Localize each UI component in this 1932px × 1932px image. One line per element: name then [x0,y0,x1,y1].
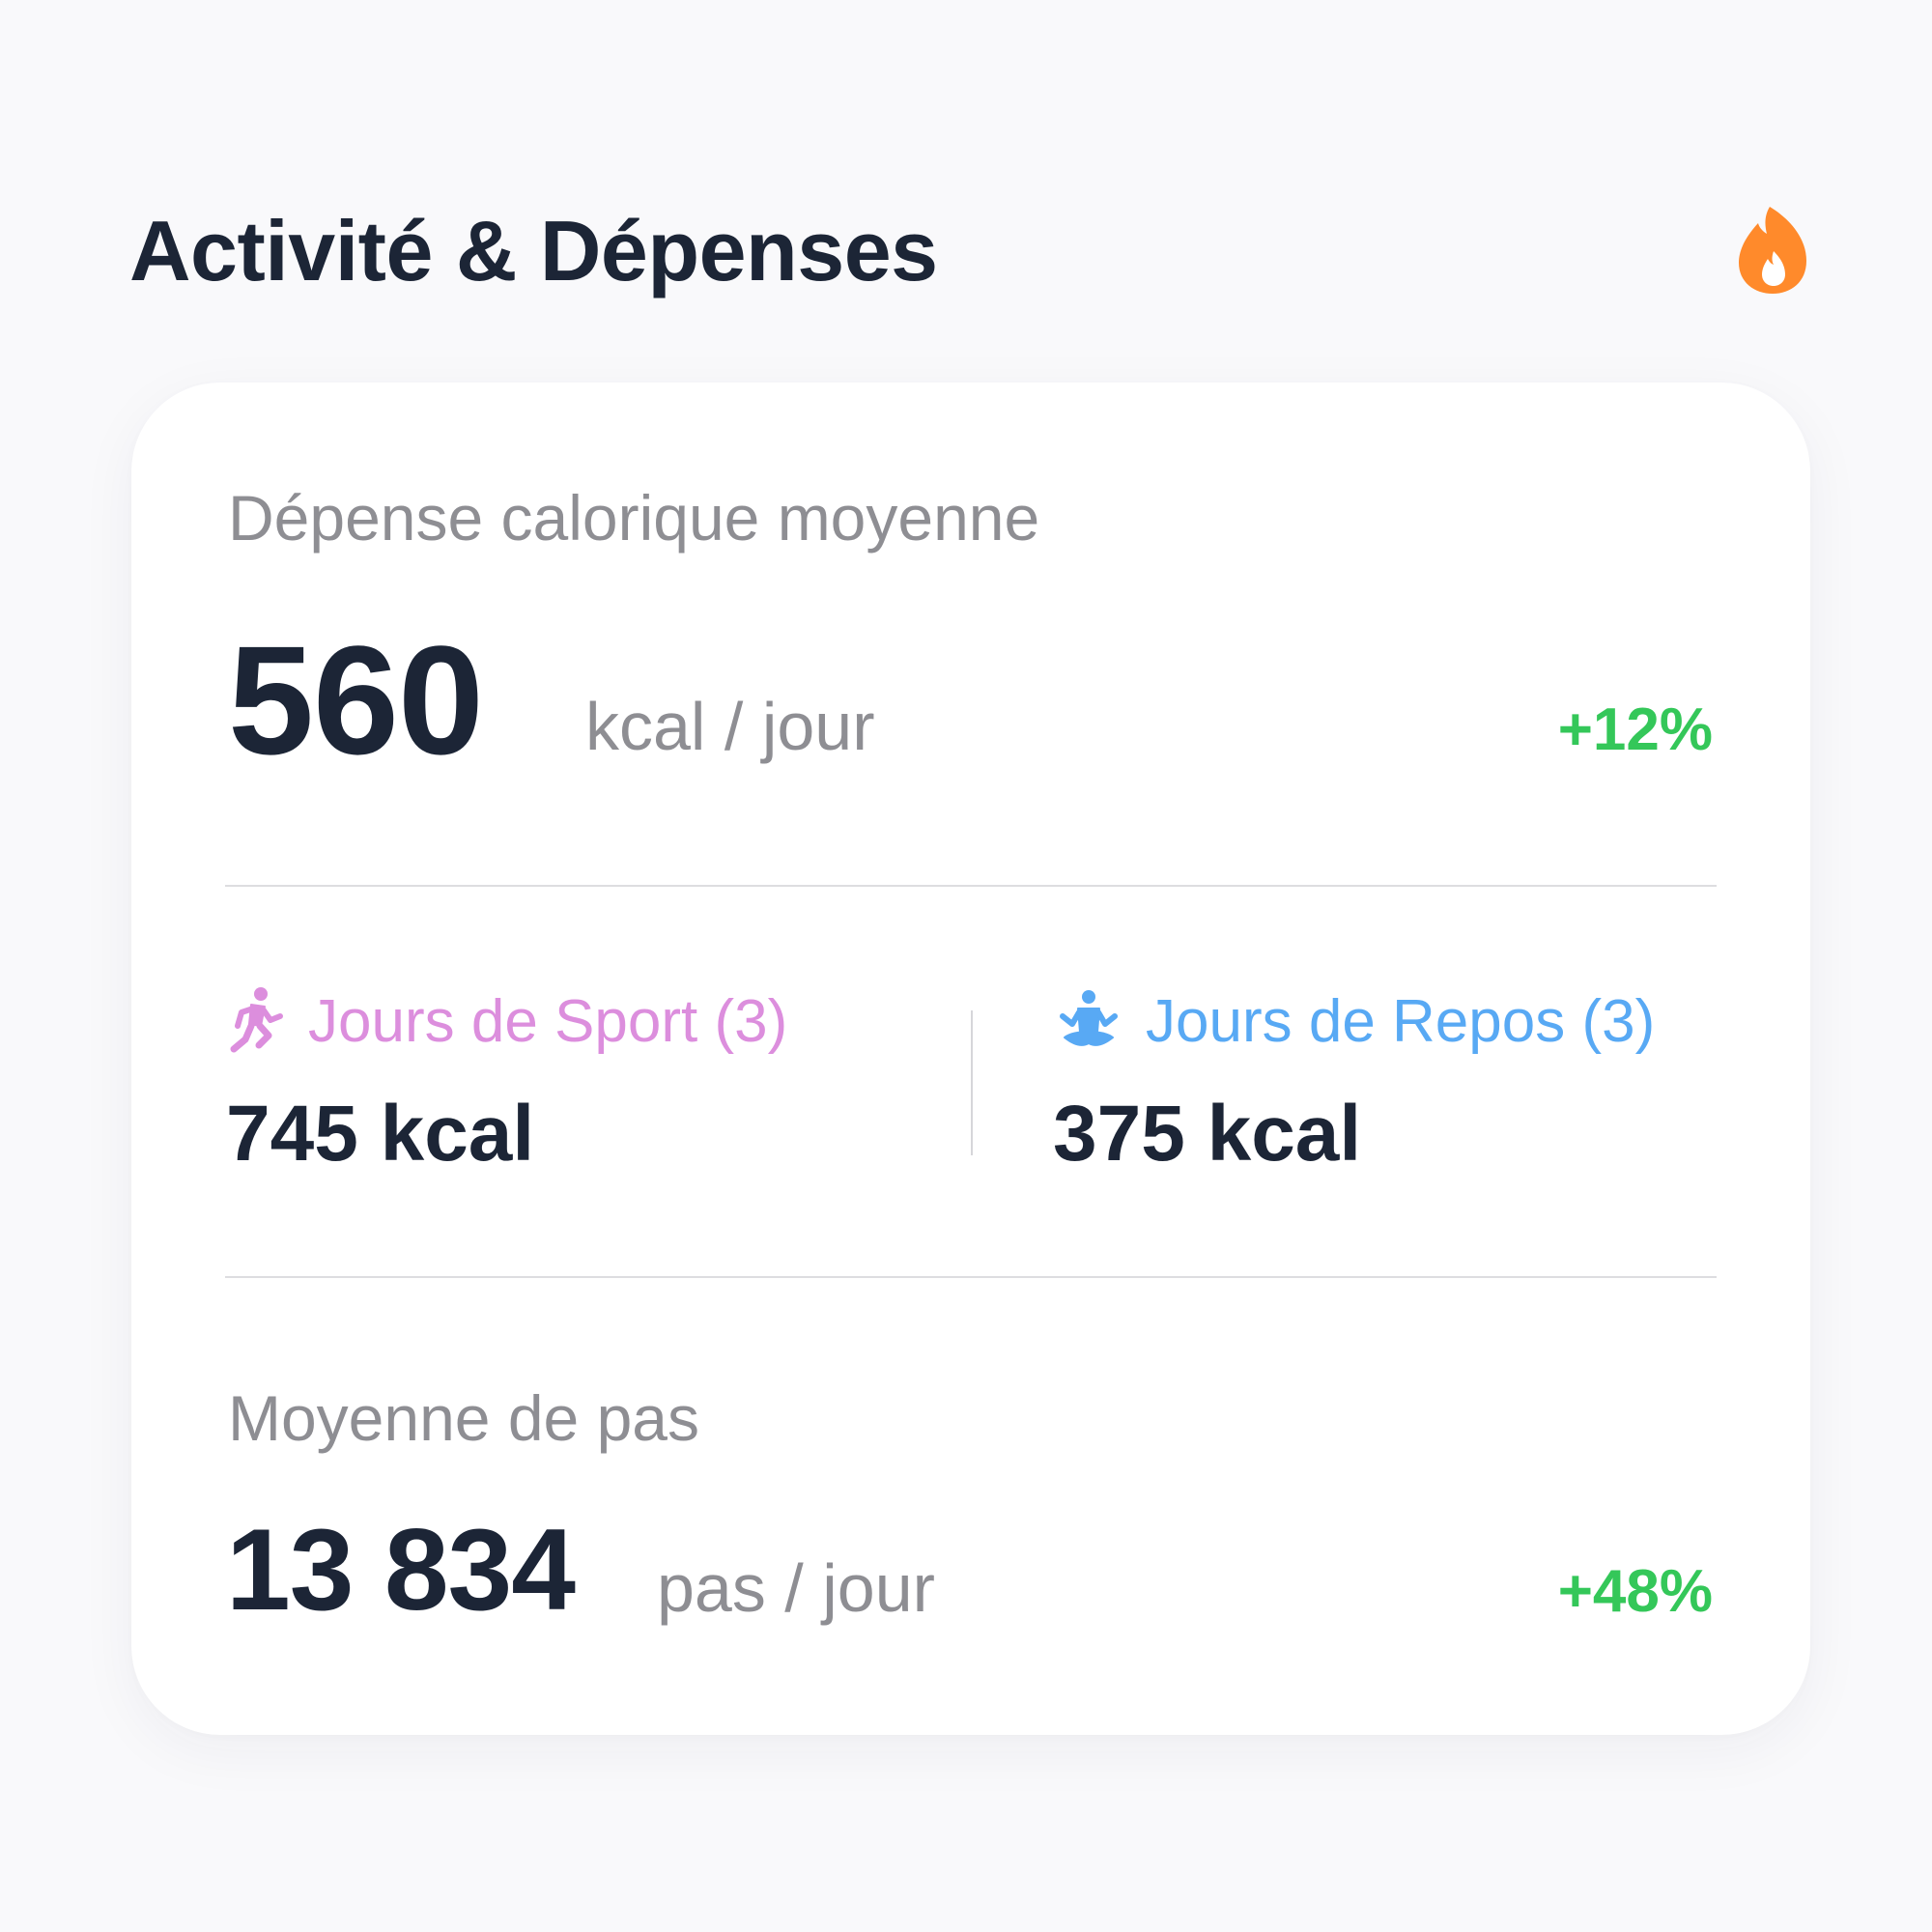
steps-unit: pas / jour [657,1550,935,1626]
flame-icon [1735,205,1810,296]
steps-trend-badge: +48% [1557,1558,1713,1625]
sport-days-label: Jours de Sport (3) [308,988,788,1055]
calories-label: Dépense calorique moyenne [228,482,1040,554]
vertical-divider [971,1010,973,1155]
rest-days-label: Jours de Repos (3) [1146,988,1656,1055]
meditation-figure-icon [1057,987,1121,1051]
divider [225,885,1717,887]
divider [225,1276,1717,1278]
sport-days-value: 745 kcal [226,1090,535,1178]
steps-label: Moyenne de pas [228,1382,700,1454]
section-title: Activité & Dépenses [129,203,938,298]
calories-trend-badge: +12% [1557,696,1713,763]
running-figure-icon [228,985,284,1053]
steps-value: 13 834 [226,1505,576,1634]
calories-value: 560 [228,613,484,786]
calories-unit: kcal / jour [585,689,875,764]
rest-days-value: 375 kcal [1053,1090,1362,1178]
